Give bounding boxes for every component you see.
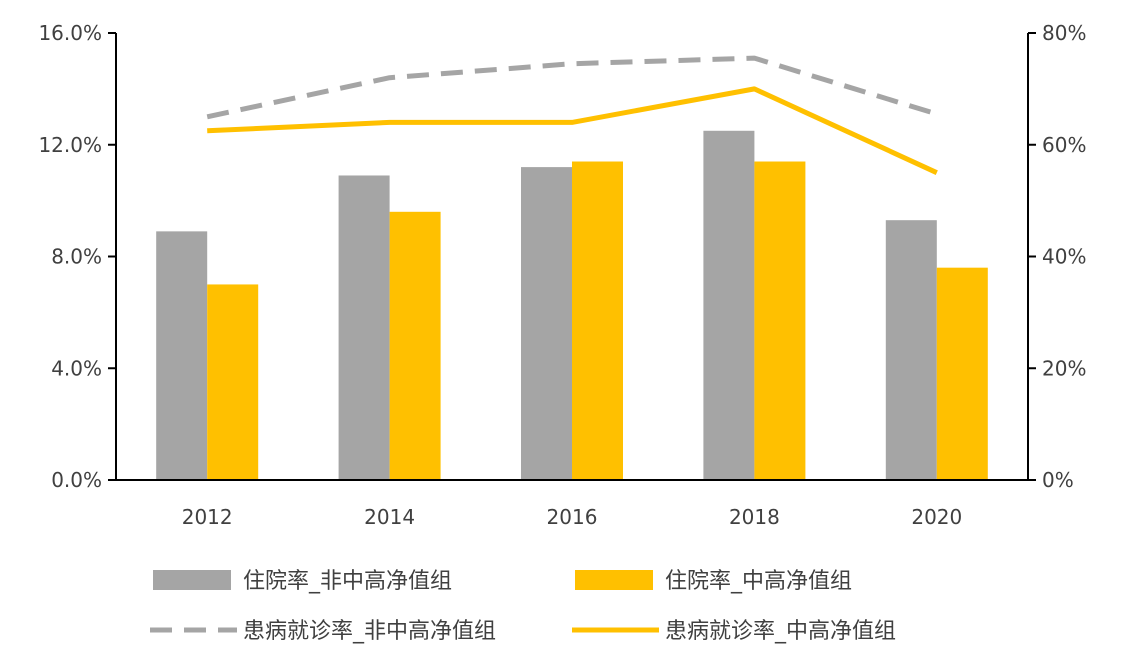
bar-住院率_非中高净值组-2018 bbox=[703, 130, 755, 480]
right-tick-label: 0% bbox=[1042, 468, 1074, 492]
bar-住院率_中高净值组-2016 bbox=[572, 161, 623, 480]
left-tick-label: 0.0% bbox=[51, 468, 102, 492]
line-series-患病就诊率_非中高净值组 bbox=[206, 55, 938, 120]
bar-住院率_中高净值组-2020 bbox=[936, 267, 988, 480]
legend-label: 患病就诊率_非中高净值组 bbox=[243, 619, 496, 644]
right-tick-label: 80% bbox=[1042, 21, 1086, 45]
bar-住院率_中高净值组-2014 bbox=[389, 211, 441, 481]
left-tick-label: 16.0% bbox=[38, 21, 102, 45]
x-tick-label: 2014 bbox=[364, 505, 415, 529]
bar-住院率_非中高净值组-2012 bbox=[156, 231, 208, 480]
right-tick-label: 60% bbox=[1042, 133, 1086, 157]
legend-label: 患病就诊率_中高净值组 bbox=[665, 619, 896, 644]
x-tick-label: 2016 bbox=[547, 505, 598, 529]
x-tick-label: 2020 bbox=[911, 505, 962, 529]
x-tick-label: 2018 bbox=[729, 505, 780, 529]
bar-住院率_非中高净值组-2014 bbox=[338, 175, 390, 480]
right-tick-label: 40% bbox=[1042, 245, 1086, 269]
left-tick-label: 4.0% bbox=[51, 356, 102, 380]
left-tick-label: 12.0% bbox=[38, 133, 102, 157]
bar-住院率_非中高净值组-2016 bbox=[521, 167, 572, 480]
bar-住院率_中高净值组-2012 bbox=[207, 284, 259, 480]
right-tick-label: 20% bbox=[1042, 356, 1086, 380]
axes-layer: 0.0% 4.0% 8.0% 12.0% 16.0% 0% 20% 40% 60% 80% 2012… bbox=[38, 21, 1086, 529]
bar-住院率_中高净值组-2018 bbox=[754, 161, 806, 480]
bars-layer bbox=[156, 130, 988, 481]
legend-label: 住院率_中高净值组 bbox=[665, 569, 852, 594]
left-tick-label: 8.0% bbox=[51, 245, 102, 269]
legend-swatch bbox=[575, 570, 653, 590]
line-series-患病就诊率_中高净值组 bbox=[207, 86, 938, 175]
bar-住院率_非中高净值组-2020 bbox=[885, 220, 937, 480]
x-tick-label: 2012 bbox=[182, 505, 233, 529]
lines-layer bbox=[206, 55, 938, 175]
legend-label: 住院率_非中高净值组 bbox=[243, 569, 452, 594]
legend-swatch bbox=[153, 570, 231, 590]
